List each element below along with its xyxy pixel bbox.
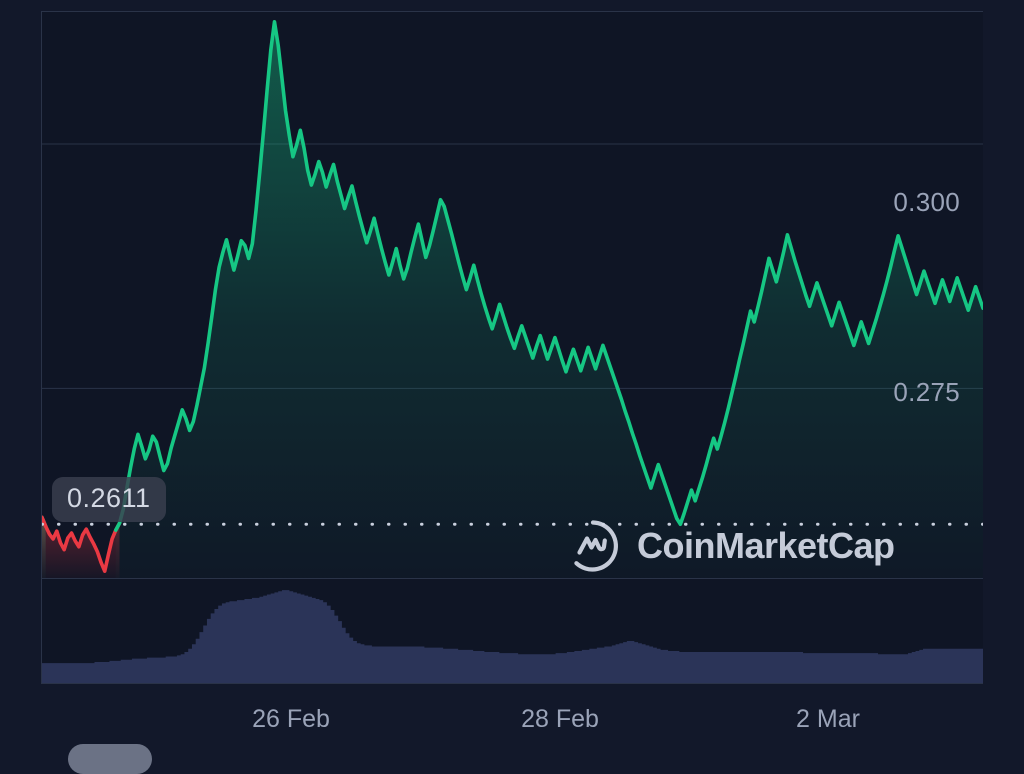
x-axis-label-0: 26 Feb	[252, 705, 330, 733]
y-axis-label-1: 0.275	[893, 377, 960, 407]
price-area-fill	[115, 21, 983, 579]
volume-area-series	[42, 590, 983, 683]
y-axis-label-0: 0.300	[893, 187, 960, 217]
x-axis-label-1: 28 Feb	[521, 705, 599, 733]
coinmarketcap-logo-icon	[566, 519, 620, 573]
watermark: CoinMarketCap	[566, 519, 895, 573]
price-area-fill	[42, 517, 120, 579]
watermark-text: CoinMarketCap	[637, 525, 895, 566]
price-line-segment	[114, 19, 983, 532]
x-axis-label-2: 2 Mar	[796, 705, 860, 733]
bottom-control-pill[interactable]	[68, 744, 152, 774]
price-line-segment	[42, 515, 122, 573]
price-marker-badge: 0.2611	[52, 477, 166, 522]
volume-chart-panel[interactable]	[41, 578, 983, 684]
price-chart-panel[interactable]	[41, 11, 983, 579]
chart-frame	[41, 11, 983, 684]
price-area-series	[42, 19, 983, 579]
